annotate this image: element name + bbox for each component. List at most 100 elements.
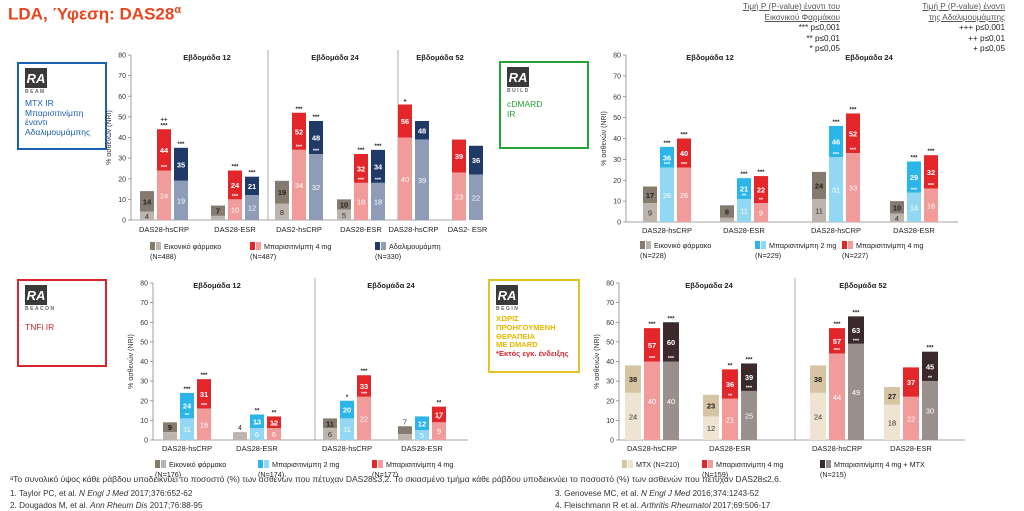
- beacon-significance-marker: *: [346, 395, 349, 401]
- beam-significance-marker: ***: [296, 144, 303, 150]
- beacon-study-badge: RA BEACON TNFi IR: [17, 279, 107, 367]
- beam-bar-outer: [140, 191, 154, 212]
- build-legend-label: Μπαρισιτινίμπη 2 mg: [769, 241, 836, 250]
- begin-significance-marker: ***: [745, 357, 753, 363]
- build-bar-inner: [754, 203, 768, 222]
- build-bar-inner-label: 9: [759, 209, 763, 218]
- svg-text:RA: RA: [509, 70, 528, 85]
- begin-bar-total-label: 57: [648, 341, 656, 350]
- beam-bar-outer: [354, 154, 368, 183]
- beam-legend-swatch: [381, 242, 386, 250]
- build-bar-inner: [660, 167, 674, 222]
- beam-bar-total-label: 24: [231, 181, 240, 190]
- build-significance-marker: ***: [757, 170, 765, 176]
- build-week-heading: Εβδομάδα 12: [686, 53, 734, 62]
- beacon-y-tick-label: 60: [140, 320, 148, 327]
- begin-bar-inner: [741, 390, 757, 440]
- build-significance-marker: ***: [911, 187, 918, 193]
- begin-bar-inner: [625, 392, 641, 440]
- begin-bar-total-label: 60: [667, 338, 675, 347]
- beam-bar-inner-label: 24: [160, 191, 168, 200]
- beacon-legend-swatch: [155, 460, 160, 468]
- beam-bar-total-label: 48: [312, 134, 320, 143]
- begin-significance-marker: **: [928, 376, 933, 382]
- beam-study-badge: RA BEAM MTX IR Μπαρισιτινίμπη έναντι Αδα…: [17, 62, 107, 150]
- beam-bar-inner: [337, 209, 351, 220]
- begin-text-line: ΠΡΟΗΓΟΥΜΕΝΗ: [496, 322, 556, 332]
- beam-bar-outer: [211, 205, 225, 216]
- begin-legend-swatch: [708, 460, 713, 468]
- build-legend-n: (N=229): [755, 251, 781, 260]
- build-significance-marker: ***: [910, 155, 918, 161]
- build-y-axis-label: % ασθενών (NRI): [600, 111, 608, 166]
- begin-week-heading: Εβδομάδα 24: [685, 281, 733, 290]
- begin-legend-label: MTX (N=210): [636, 460, 679, 469]
- beam-bar-inner: [292, 149, 306, 220]
- beacon-y-tick-label: 10: [140, 418, 148, 425]
- build-bar-inner-label: 9: [648, 209, 652, 218]
- build-category-label: DAS28-hsCRP: [811, 226, 861, 235]
- beacon-bar-inner-label: 22: [360, 414, 368, 423]
- beacon-significance-marker: *: [273, 423, 276, 429]
- build-bar-outer: [846, 113, 860, 154]
- beam-bar-inner-label: 4: [145, 212, 149, 221]
- begin-study-text: ΧΩΡΙΣ ΠΡΟΗΓΟΥΜΕΝΗ ΘΕΡΑΠΕΙΑ ΜΕ DMARD *Εκτ…: [496, 314, 569, 359]
- begin-bar-inner-label: 22: [907, 414, 915, 423]
- begin-category-label: DAS28-ESR: [709, 444, 751, 453]
- beacon-bar-total-label: 9: [168, 423, 172, 432]
- build-y-tick-label: 80: [613, 53, 621, 60]
- beacon-legend-swatch: [161, 460, 166, 468]
- beacon-bar-total-label: 11: [326, 419, 334, 428]
- beacon-y-tick-label: 50: [140, 339, 148, 346]
- beam-bar-total-label: 56: [401, 117, 409, 126]
- build-significance-marker: **: [742, 194, 747, 200]
- beam-bar-total-label: 52: [295, 127, 303, 136]
- beacon-legend-n: (N=176): [155, 470, 181, 479]
- beam-significance-marker: ***: [358, 177, 365, 183]
- begin-significance-marker: ***: [649, 356, 656, 362]
- begin-bar-inner-label: 40: [648, 397, 656, 406]
- beam-category-label: DAS2-hsCRP: [276, 225, 322, 234]
- begin-bar-outer: [644, 328, 660, 362]
- beacon-bar-inner: [163, 432, 177, 440]
- begin-y-tick-label: 10: [606, 418, 614, 425]
- build-bar-inner: [677, 167, 691, 222]
- begin-category-label: DAS28-ESR: [890, 444, 932, 453]
- beacon-bar-outer: [197, 379, 211, 409]
- beam-bar-outer: [292, 112, 306, 150]
- build-bar-outer: [890, 201, 904, 214]
- beam-bar-outer: [337, 199, 351, 210]
- pvalue-legend-line: * p≤0,05: [809, 44, 840, 53]
- beam-bar-inner-label: 18: [357, 197, 365, 206]
- begin-bar-inner-label: 18: [888, 418, 896, 427]
- beacon-significance-marker: ***: [201, 403, 208, 409]
- begin-bar-outer: [722, 369, 738, 399]
- beam-significance-marker: ***: [248, 171, 256, 177]
- begin-bar-total-label: 27: [888, 392, 896, 401]
- beam-text-line: MTX IR: [25, 98, 54, 108]
- build-legend-label: Εικονικό φάρμακο: [654, 241, 711, 250]
- build-category-label: DAS28-ESR: [723, 226, 765, 235]
- ra-logo-icon: RA: [25, 68, 47, 88]
- beacon-bar-inner-label: 16: [200, 420, 208, 429]
- build-y-tick-label: 10: [613, 199, 621, 206]
- beacon-bar-inner: [340, 418, 354, 440]
- beam-significance-marker: ***: [374, 144, 382, 150]
- begin-legend-label: Μπαρισιτινίμπη 4 mg + MTX: [834, 460, 925, 469]
- build-bar-inner-label: 26: [663, 191, 671, 200]
- begin-legend-swatch: [820, 460, 825, 468]
- beam-bar-outer: [452, 139, 466, 173]
- begin-bar-inner: [903, 396, 919, 440]
- begin-bar-inner: [663, 361, 679, 440]
- begin-significance-marker: ***: [648, 322, 656, 328]
- beam-legend-n: (N=330): [375, 252, 401, 261]
- build-significance-marker: ***: [928, 183, 935, 189]
- pvalue-legend-line: +++ p≤0,001: [958, 23, 1005, 32]
- build-bar-inner: [829, 157, 843, 222]
- beam-bar-total-label: 34: [374, 162, 383, 171]
- build-category-label: DAS28-hsCRP: [642, 226, 692, 235]
- beam-y-tick-label: 40: [118, 135, 126, 142]
- beam-significance-marker: ***: [160, 123, 168, 129]
- build-bar-inner-label: 11: [815, 207, 823, 216]
- build-bar-inner-label: 31: [832, 186, 840, 195]
